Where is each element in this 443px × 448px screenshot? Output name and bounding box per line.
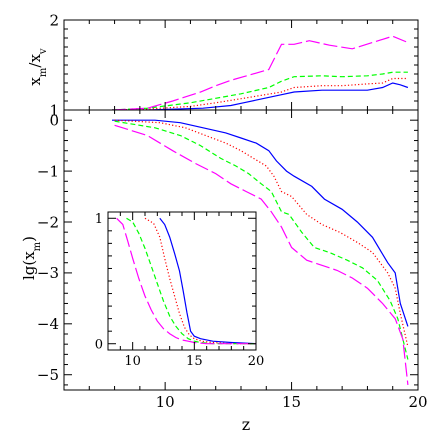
inset-xtick-label: 10 <box>124 354 141 369</box>
bottom-xtick-label: 10 <box>156 393 175 411</box>
bottom-panel: 10 15 200−1−2−3−4−5 <box>37 109 428 411</box>
bottom-ytick-label: 0 <box>49 111 59 129</box>
bottom-xtick-label: 15 <box>282 393 301 411</box>
bottom-ytick-label: −2 <box>37 213 59 231</box>
top-frame <box>63 19 419 111</box>
top-series-2-line <box>111 71 408 110</box>
top-series-0-line <box>112 82 409 110</box>
top-ylabel: xm/xv <box>26 48 49 85</box>
bottom-series-1-line <box>114 119 409 347</box>
inset-xtick-label: 20 <box>248 354 265 369</box>
top-ytick-label: 1 <box>49 101 59 119</box>
top-series-3-line <box>111 35 409 110</box>
inset-background <box>108 212 256 350</box>
inset-ytick-label: 1 <box>95 212 103 227</box>
bottom-series-2-line <box>114 120 409 360</box>
bottom-series-3-line <box>114 124 409 385</box>
bottom-series-0-line <box>112 119 409 327</box>
inset-series-3-line <box>116 217 256 345</box>
bottom-xlabel: z <box>242 415 250 434</box>
bottom-ytick-label: −1 <box>37 162 59 180</box>
top-ytick-label: 2 <box>49 11 59 29</box>
inset-series-0-line <box>159 217 256 345</box>
bottom-ytick-label: −5 <box>37 366 59 384</box>
bottom-ytick-label: −4 <box>37 315 59 333</box>
top-panel: 12 <box>49 11 419 119</box>
bottom-xtick-label: 20 <box>408 393 427 411</box>
inset-panel: 10 15 20 0 1 <box>95 211 265 369</box>
inset-series-2-line <box>126 217 256 345</box>
inset-ytick-label: 0 <box>95 337 103 352</box>
inset-xtick-label: 15 <box>186 354 203 369</box>
bottom-ytick-label: −3 <box>37 264 59 282</box>
